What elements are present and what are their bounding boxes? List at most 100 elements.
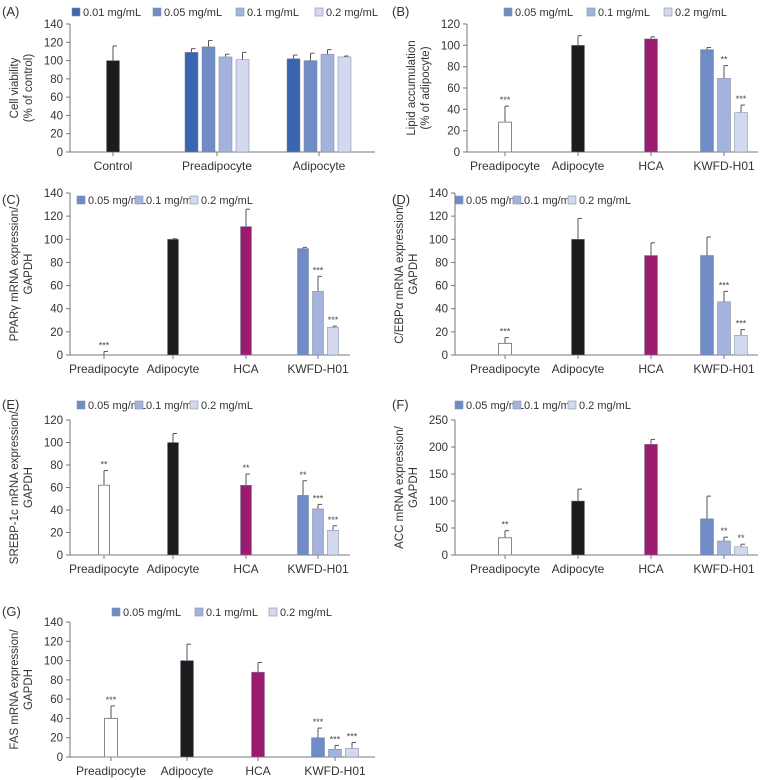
y-tick-label: 0 bbox=[57, 550, 63, 562]
legend-label: 0.05 mg/mL bbox=[515, 7, 573, 19]
significance-label: *** bbox=[313, 493, 324, 503]
bar bbox=[297, 248, 309, 356]
bar bbox=[571, 45, 585, 153]
legend-swatch bbox=[134, 400, 144, 410]
legend-label: 0.05 mg/mL bbox=[88, 400, 146, 412]
legend-label: 0.2 mg/mL bbox=[201, 195, 253, 207]
y-tick-label: 0 bbox=[57, 147, 63, 159]
y-axis-label: Cell viability bbox=[9, 57, 21, 118]
y-tick-label: 140 bbox=[44, 188, 63, 200]
legend-label: 0.1 mg/mL bbox=[146, 195, 198, 207]
y-tick-label: 100 bbox=[44, 656, 63, 668]
legend-swatch bbox=[76, 195, 86, 205]
legend-swatch bbox=[268, 607, 278, 617]
significance-label: ** bbox=[100, 460, 108, 470]
bar bbox=[734, 335, 748, 356]
panel-label: (A) bbox=[2, 4, 19, 19]
y-tick-label: 100 bbox=[44, 234, 63, 246]
bar bbox=[700, 518, 714, 556]
bar bbox=[498, 342, 512, 356]
panel-label: (G) bbox=[2, 604, 21, 619]
x-tick-label: KWFD-H01 bbox=[693, 562, 755, 576]
y-axis-label: GAPDH bbox=[408, 467, 420, 508]
x-tick-label: Adipocyte bbox=[147, 562, 200, 576]
panel-d: (D) 0.05 mg/mL 0.1 mg/mL 0.2 mg/mL C/EBPα mR… bbox=[392, 188, 758, 376]
x-tick-label: Preadipocyte bbox=[470, 362, 540, 376]
bar bbox=[286, 58, 301, 153]
significance-label: *** bbox=[736, 319, 747, 329]
y-axis-label: GAPDH bbox=[23, 254, 35, 295]
panel-label: (E) bbox=[2, 397, 19, 412]
y-tick-label: 80 bbox=[50, 74, 63, 86]
y-tick-label: 80 bbox=[50, 257, 63, 269]
bar bbox=[320, 53, 335, 153]
legend-swatch bbox=[71, 7, 81, 17]
legend-label: 0.2 mg/mL bbox=[675, 7, 727, 19]
legend-swatch bbox=[111, 607, 121, 617]
y-tick-label: 20 bbox=[50, 129, 63, 141]
x-tick-label: HCA bbox=[233, 362, 258, 376]
y-tick-label: 40 bbox=[447, 104, 460, 116]
significance-label: *** bbox=[347, 732, 358, 742]
bar bbox=[717, 301, 731, 356]
x-tick-label: Preadipocyte bbox=[470, 562, 540, 576]
legend-swatch bbox=[503, 7, 513, 17]
significance-label: *** bbox=[313, 717, 324, 727]
y-tick-label: 20 bbox=[447, 126, 460, 138]
legend-label: 0.2 mg/mL bbox=[280, 607, 332, 619]
y-tick-label: 120 bbox=[44, 37, 63, 49]
legend-swatch bbox=[235, 7, 245, 17]
bar bbox=[571, 500, 585, 556]
y-axis-label: FAS mRNA expression/ bbox=[9, 629, 21, 750]
y-tick-label: 0 bbox=[454, 147, 460, 159]
y-tick-label: 80 bbox=[447, 62, 460, 74]
legend-swatch bbox=[194, 607, 204, 617]
x-tick-label: Preadipocyte bbox=[470, 159, 540, 173]
legend-swatch bbox=[586, 7, 596, 17]
y-tick-label: 100 bbox=[44, 438, 63, 450]
legend-label: 0.05 mg/mL bbox=[466, 195, 524, 207]
bar bbox=[312, 508, 324, 556]
legend-swatch bbox=[76, 400, 86, 410]
y-tick-label: 120 bbox=[44, 211, 63, 223]
significance-label: ** bbox=[501, 520, 509, 530]
panel-a: (A) 0.01 mg/mL 0.05 mg/mL 0.1 mg/mL 0.2 mg/m… bbox=[2, 4, 378, 173]
y-tick-label: 120 bbox=[429, 211, 448, 223]
significance-label: ** bbox=[720, 55, 728, 65]
y-axis-label: C/EBPα mRNA expression/ bbox=[394, 203, 406, 343]
legend-swatch bbox=[512, 195, 522, 205]
y-tick-label: 20 bbox=[435, 327, 448, 339]
x-tick-label: HCA bbox=[638, 159, 663, 173]
x-tick-label: HCA bbox=[638, 362, 663, 376]
bar bbox=[345, 748, 359, 758]
bar bbox=[327, 530, 339, 556]
y-tick-label: 0 bbox=[57, 752, 63, 764]
y-axis-label: (% of adipocyte) bbox=[420, 46, 432, 129]
x-tick-label: KWFD-H01 bbox=[304, 764, 366, 778]
x-tick-label: Adipocyte bbox=[293, 159, 346, 173]
x-tick-label: Preadipocyte bbox=[69, 562, 139, 576]
y-tick-label: 140 bbox=[44, 19, 63, 31]
x-tick-label: Preadipocyte bbox=[182, 159, 252, 173]
y-tick-label: 20 bbox=[50, 528, 63, 540]
bar bbox=[337, 56, 352, 153]
bar bbox=[571, 239, 585, 356]
bar bbox=[717, 78, 731, 153]
significance-label: *** bbox=[330, 734, 341, 744]
bar bbox=[297, 495, 309, 556]
x-tick-label: Preadipocyte bbox=[69, 362, 139, 376]
significance-label: *** bbox=[736, 94, 747, 104]
legend-label: 0.2 mg/mL bbox=[579, 195, 631, 207]
y-tick-label: 20 bbox=[50, 327, 63, 339]
bar bbox=[184, 52, 199, 153]
panel-label: (D) bbox=[392, 192, 410, 207]
bar bbox=[700, 255, 714, 356]
panel-c: (C) 0.05 mg/mL 0.1 mg/mL 0.2 mg/mL PPARγ mRN… bbox=[2, 188, 350, 376]
y-tick-label: 120 bbox=[441, 19, 460, 31]
panel-e: (E) 0.05 mg/mL 0.1 mg/mL 0.2 mg/mL SREBP-1c … bbox=[2, 397, 350, 576]
bar bbox=[327, 326, 339, 356]
legend-label: 0.1 mg/mL bbox=[146, 400, 198, 412]
x-tick-label: HCA bbox=[245, 764, 270, 778]
y-tick-label: 40 bbox=[50, 304, 63, 316]
